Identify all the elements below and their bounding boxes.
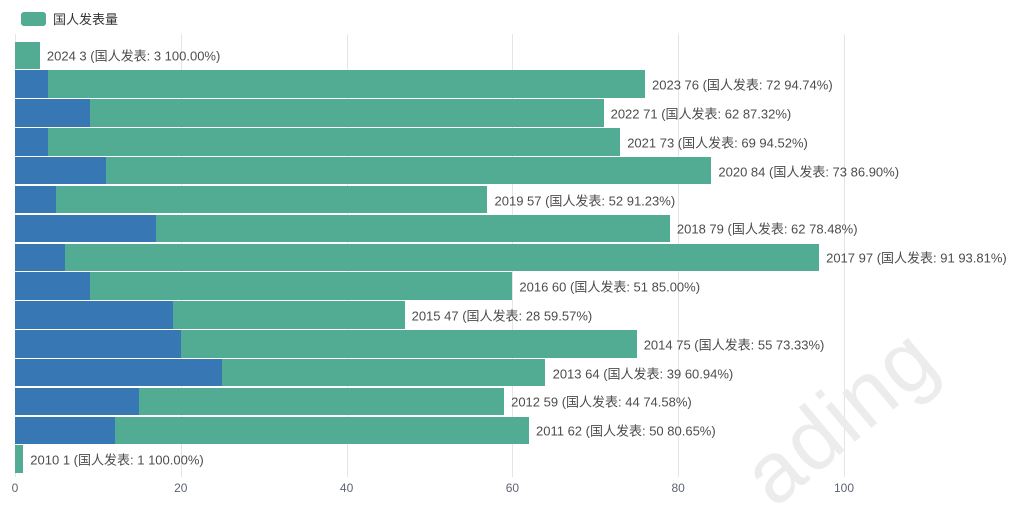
bar-segment-domestic-2010[interactable] bbox=[15, 445, 24, 473]
bar-label-2016: 2016 60 (国人发表: 51 85.00%) bbox=[519, 279, 701, 295]
x-axis-tick-label-20: 20 bbox=[174, 481, 188, 495]
bar-label-2024: 2024 3 (国人发表: 3 100.00%) bbox=[46, 48, 221, 64]
x-axis-tick-label-80: 80 bbox=[671, 481, 685, 495]
bar-segment-domestic-2024[interactable] bbox=[15, 41, 40, 69]
bar-segment-domestic-2019[interactable] bbox=[56, 185, 488, 214]
bar-row-2017: 2017 97 (国人发表: 91 93.81%) bbox=[0, 243, 1030, 271]
bar-segment-other-2017[interactable] bbox=[15, 243, 65, 271]
bar-row-2020: 2020 84 (国人发表: 73 86.90%) bbox=[0, 156, 1030, 185]
bar-row-2014: 2014 75 (国人发表: 55 73.33%) bbox=[0, 330, 1030, 358]
bar-label-2010: 2010 1 (国人发表: 1 100.00%) bbox=[30, 452, 204, 468]
x-axis-tick-label-40: 40 bbox=[339, 481, 354, 495]
bar-segment-other-2023[interactable] bbox=[15, 70, 49, 98]
bar-row-2021: 2021 73 (国人发表: 69 94.52%) bbox=[0, 128, 1030, 156]
bar-segment-domestic-2020[interactable] bbox=[106, 156, 712, 185]
bar-segment-other-2013[interactable] bbox=[15, 358, 223, 387]
bar-label-2013: 2013 64 (国人发表: 39 60.94%) bbox=[552, 366, 734, 382]
bar-segment-other-2014[interactable] bbox=[15, 330, 181, 358]
bar-label-2021: 2021 73 (国人发表: 69 94.52%) bbox=[627, 135, 808, 151]
bar-segment-other-2012[interactable] bbox=[15, 387, 140, 416]
bar-row-2011: 2011 62 (国人发表: 50 80.65%) bbox=[0, 416, 1030, 445]
bar-segment-other-2019[interactable] bbox=[15, 185, 57, 214]
bar-segment-other-2021[interactable] bbox=[15, 128, 49, 156]
gridline-100 bbox=[844, 34, 845, 477]
bar-label-2020: 2020 84 (国人发表: 73 86.90%) bbox=[718, 164, 900, 180]
bar-row-2024: 2024 3 (国人发表: 3 100.00%) bbox=[0, 41, 1030, 69]
bar-segment-domestic-2013[interactable] bbox=[222, 358, 546, 387]
bar-segment-other-2022[interactable] bbox=[15, 99, 90, 127]
bar-segment-domestic-2017[interactable] bbox=[64, 243, 820, 271]
bar-segment-other-2020[interactable] bbox=[15, 156, 107, 185]
bar-label-2012: 2012 59 (国人发表: 44 74.58%) bbox=[511, 394, 692, 410]
bar-label-2018: 2018 79 (国人发表: 62 78.48%) bbox=[676, 221, 858, 237]
bar-row-2016: 2016 60 (国人发表: 51 85.00%) bbox=[0, 272, 1030, 300]
bar-segment-domestic-2015[interactable] bbox=[172, 301, 405, 329]
x-axis-tick-label-0: 0 bbox=[11, 481, 19, 495]
legend-label: 国人发表量 bbox=[53, 12, 119, 27]
bar-segment-domestic-2021[interactable] bbox=[48, 128, 621, 156]
bar-segment-other-2016[interactable] bbox=[15, 272, 90, 300]
bar-segment-domestic-2022[interactable] bbox=[89, 99, 604, 127]
bar-segment-domestic-2018[interactable] bbox=[155, 214, 670, 243]
bar-segment-other-2018[interactable] bbox=[15, 214, 156, 243]
bar-segment-domestic-2016[interactable] bbox=[89, 272, 513, 300]
bar-label-2014: 2014 75 (国人发表: 55 73.33%) bbox=[643, 337, 825, 353]
bar-row-2022: 2022 71 (国人发表: 62 87.32%) bbox=[0, 99, 1030, 127]
legend-item-domestic[interactable]: 国人发表量 bbox=[21, 9, 118, 28]
bar-label-2015: 2015 47 (国人发表: 28 59.57%) bbox=[411, 308, 593, 324]
bar-row-2018: 2018 79 (国人发表: 62 78.48%) bbox=[0, 214, 1030, 243]
bar-segment-domestic-2012[interactable] bbox=[139, 387, 505, 416]
bar-row-2023: 2023 76 (国人发表: 72 94.74%) bbox=[0, 70, 1030, 98]
bar-segment-other-2015[interactable] bbox=[15, 301, 173, 329]
bar-segment-other-2011[interactable] bbox=[15, 416, 115, 445]
bar-segment-domestic-2011[interactable] bbox=[114, 416, 529, 445]
bar-label-2011: 2011 62 (国人发表: 50 80.65%) bbox=[536, 423, 716, 439]
bar-row-2010: 2010 1 (国人发表: 1 100.00%) bbox=[0, 445, 1030, 473]
bar-label-2019: 2019 57 (国人发表: 52 91.23%) bbox=[494, 193, 676, 209]
bar-segment-domestic-2023[interactable] bbox=[48, 70, 646, 98]
x-axis-tick-label-100: 100 bbox=[833, 481, 855, 495]
bar-segment-domestic-2014[interactable] bbox=[180, 330, 637, 358]
bar-label-2022: 2022 71 (国人发表: 62 87.32%) bbox=[610, 106, 792, 122]
bar-row-2013: 2013 64 (国人发表: 39 60.94%) bbox=[0, 358, 1030, 387]
bar-row-2019: 2019 57 (国人发表: 52 91.23%) bbox=[0, 185, 1030, 214]
bar-row-2012: 2012 59 (国人发表: 44 74.58%) bbox=[0, 387, 1030, 416]
x-axis-tick-label-60: 60 bbox=[505, 481, 520, 495]
bar-label-2017: 2017 97 (国人发表: 91 93.81%) bbox=[826, 250, 1007, 266]
bar-row-2015: 2015 47 (国人发表: 28 59.57%) bbox=[0, 301, 1030, 329]
legend-swatch bbox=[21, 11, 46, 26]
bar-label-2023: 2023 76 (国人发表: 72 94.74%) bbox=[652, 77, 833, 93]
